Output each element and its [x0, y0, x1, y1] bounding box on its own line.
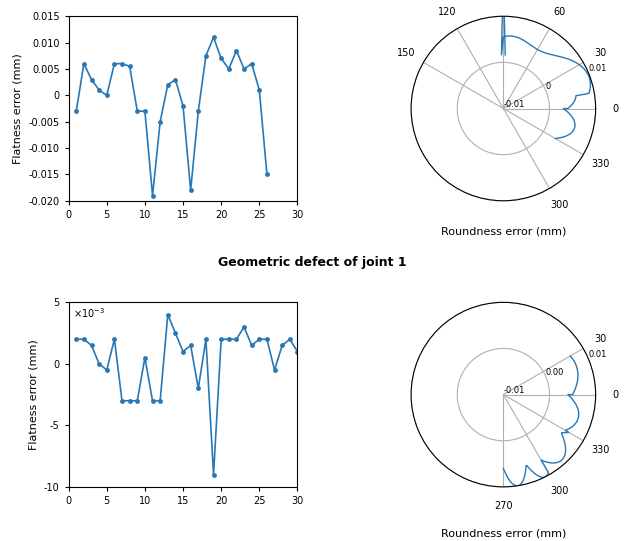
- Text: Geometric defect of joint 1: Geometric defect of joint 1: [218, 256, 406, 269]
- Y-axis label: Flatness error (mm): Flatness error (mm): [28, 339, 38, 450]
- X-axis label: Roundness error (mm): Roundness error (mm): [441, 227, 566, 237]
- X-axis label: Roundness error (mm): Roundness error (mm): [441, 528, 566, 538]
- Text: $\times10^{-3}$: $\times10^{-3}$: [73, 306, 105, 320]
- Y-axis label: Flatness error (mm): Flatness error (mm): [13, 53, 23, 164]
